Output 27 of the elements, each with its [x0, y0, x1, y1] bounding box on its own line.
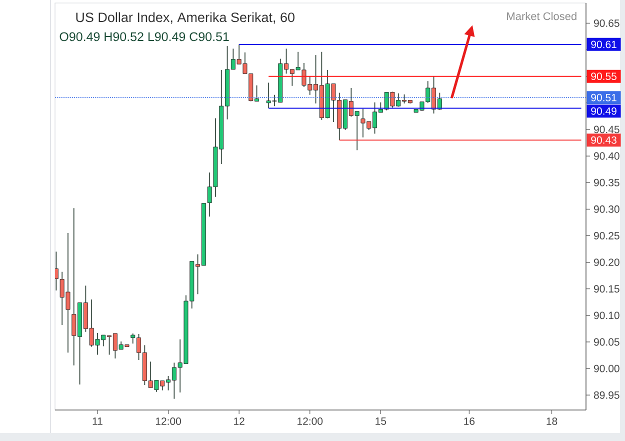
text: O90.49 H90.52 L90.49 C90.51 — [60, 32, 229, 42]
y-tick-label: 90.65 — [594, 19, 620, 27]
y-tick-label: 90.40 — [594, 152, 620, 160]
y-tick-label: 90.20 — [594, 258, 620, 266]
data-label: 90.61 — [591, 40, 616, 48]
annotation: Market Closed — [507, 12, 576, 20]
x-tick-label: 16 — [464, 418, 475, 425]
y-tick-label: 90.15 — [594, 285, 620, 293]
y-tick-label: 90.00 — [594, 364, 620, 372]
y-tick-label: 90.10 — [594, 312, 620, 320]
y-tick-label: 90.45 — [594, 126, 620, 134]
text: US Dollar Index, Amerika Serikat, 60 — [76, 12, 294, 24]
y-tick-label: 90.25 — [594, 232, 620, 240]
x-tick-label: 18 — [546, 418, 558, 425]
data-label: 90.43 — [591, 136, 616, 144]
x-tick-label: 11 — [92, 418, 102, 425]
x-tick-label: 15 — [376, 418, 386, 425]
ref-line-label: 90.51 — [591, 94, 616, 102]
y-tick-label: 90.30 — [594, 205, 620, 213]
x-tick-label: 12:00 — [156, 418, 182, 425]
y-tick-label: 90.05 — [594, 338, 620, 346]
y-tick-label: 90.35 — [594, 178, 620, 186]
data-label: 90.49 — [591, 107, 616, 115]
x-tick-label: 12:00 — [298, 418, 323, 425]
data-label: 90.55 — [591, 72, 616, 80]
x-tick-label: 12 — [234, 418, 244, 425]
y-tick-label: 89.95 — [594, 391, 620, 399]
